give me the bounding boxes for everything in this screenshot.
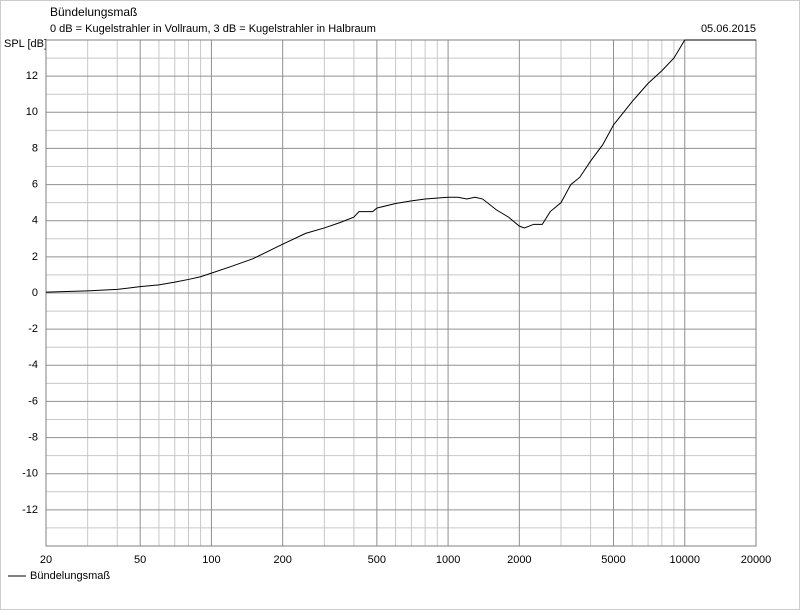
y-tick-label: -4	[28, 359, 38, 371]
y-tick-label: 8	[32, 142, 38, 154]
x-tick-label: 10000	[669, 554, 700, 566]
y-tick-label: -12	[22, 504, 38, 516]
y-tick-label: 0	[32, 287, 38, 299]
data-line	[46, 39, 756, 293]
x-tick-label: 5000	[601, 554, 625, 566]
x-tick-label: 50	[134, 554, 146, 566]
y-tick-label: 10	[26, 106, 38, 118]
y-tick-label: -8	[28, 431, 38, 443]
x-tick-label: 2000	[507, 554, 531, 566]
y-tick-label: 6	[32, 178, 38, 190]
y-tick-label: -6	[28, 395, 38, 407]
y-tick-label: 2	[32, 251, 38, 263]
x-tick-label: 20000	[741, 554, 772, 566]
x-tick-label: 20	[40, 554, 52, 566]
y-tick-label: -10	[22, 468, 38, 480]
plot-border	[45, 39, 757, 547]
x-tick-label: 500	[368, 554, 386, 566]
x-tick-label: 100	[202, 554, 220, 566]
y-tick-label: 12	[26, 70, 38, 82]
y-axis-label: SPL [dB]	[4, 38, 47, 50]
y-tick-label: -2	[28, 323, 38, 335]
chart-date: 05.06.2015	[701, 23, 756, 35]
x-tick-label: 200	[273, 554, 291, 566]
y-tick-label: 4	[32, 215, 38, 227]
x-tick-label: 1000	[436, 554, 460, 566]
chart-title: Bündelungsmaß	[50, 5, 137, 19]
legend-label: Bündelungsmaß	[30, 570, 110, 582]
chart-subtitle: 0 dB = Kugelstrahler in Vollraum, 3 dB =…	[50, 23, 376, 35]
